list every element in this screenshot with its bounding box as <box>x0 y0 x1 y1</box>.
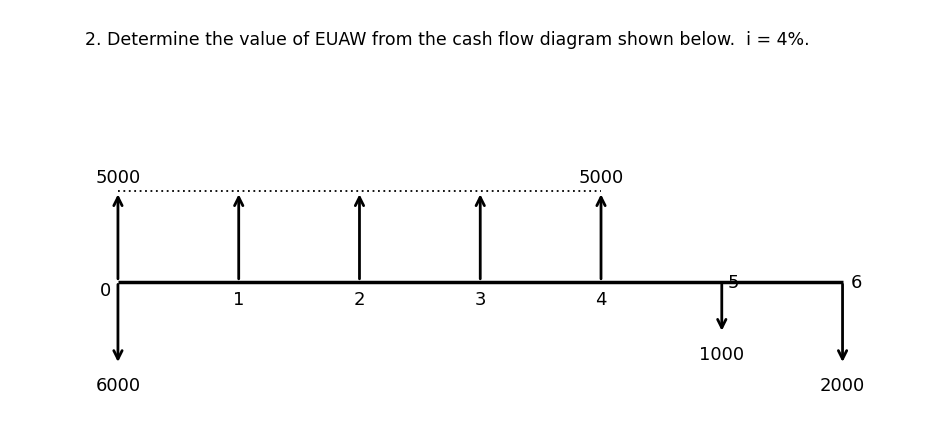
Text: 6000: 6000 <box>96 377 141 395</box>
Text: 6: 6 <box>851 274 863 292</box>
Text: 2000: 2000 <box>820 377 866 395</box>
Text: 4: 4 <box>595 291 606 309</box>
Text: 3: 3 <box>475 291 486 309</box>
Text: 5000: 5000 <box>578 169 623 187</box>
Text: 2. Determine the value of EUAW from the cash flow diagram shown below.  i = 4%.: 2. Determine the value of EUAW from the … <box>85 31 810 49</box>
Text: 5: 5 <box>727 274 740 292</box>
Text: 5000: 5000 <box>96 169 141 187</box>
Text: 1: 1 <box>233 291 244 309</box>
Text: 0: 0 <box>99 282 111 299</box>
Text: 1000: 1000 <box>699 346 745 364</box>
Text: 2: 2 <box>354 291 365 309</box>
